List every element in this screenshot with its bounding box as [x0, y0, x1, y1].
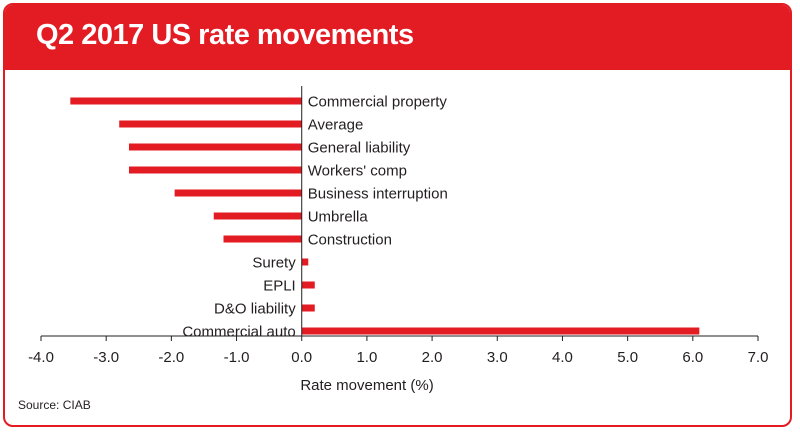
bar-umbrella: [213, 212, 302, 220]
x-tick-label: -4.0: [28, 349, 54, 366]
category-label: Commercial property: [308, 94, 448, 111]
x-tick-label: 0.0: [291, 349, 312, 366]
category-label: Construction: [308, 232, 392, 249]
category-labels: Commercial property Average General liabil…: [182, 94, 447, 341]
x-tick-label: 6.0: [682, 349, 703, 366]
bar-average: [119, 120, 302, 128]
category-label: D&O liability: [214, 301, 296, 318]
x-tick-label: -1.0: [224, 349, 250, 366]
bar-workers-comp: [128, 166, 302, 174]
title-banner: Q2 2017 US rate movements: [5, 5, 790, 70]
category-label: Commercial auto: [182, 324, 295, 341]
category-label: Average: [308, 117, 364, 134]
x-tick-label: 3.0: [487, 349, 508, 366]
x-axis-label: Rate movement (%): [300, 377, 433, 394]
chart-title: Q2 2017 US rate movements: [36, 19, 414, 51]
chart-card: Q2 2017 US rate movements: [3, 3, 792, 427]
bar-business-interruption: [174, 189, 302, 197]
x-tick-label: 4.0: [552, 349, 573, 366]
category-label: Business interruption: [308, 186, 448, 203]
bar-general-liability: [128, 143, 302, 151]
bar-commercial-property: [70, 97, 302, 105]
x-tick-label: 7.0: [748, 349, 769, 366]
category-label: General liability: [308, 140, 411, 157]
x-tick-label: -3.0: [93, 349, 119, 366]
bar-surety: [301, 258, 309, 266]
category-label: Surety: [252, 255, 296, 272]
bar-construction: [223, 235, 302, 243]
x-tick-label: 2.0: [422, 349, 443, 366]
category-label: EPLI: [263, 278, 296, 295]
x-tick-label: 1.0: [356, 349, 377, 366]
category-label: Umbrella: [308, 209, 369, 226]
x-tick-label: -2.0: [158, 349, 184, 366]
category-label: Workers' comp: [308, 163, 407, 180]
x-tick-label: 5.0: [617, 349, 638, 366]
source-note: Source: CIAB: [18, 398, 91, 412]
bars-layer: [70, 97, 700, 335]
bar-d-o-liability: [301, 304, 315, 312]
x-axis-ticks: -4.0 -3.0 -2.0 -1.0 0.0 1.0 2.0 3.0 4.0 5.0 6.0 7.0: [28, 336, 768, 366]
bar-commercial-auto: [301, 327, 700, 335]
bar-epli: [301, 281, 315, 289]
